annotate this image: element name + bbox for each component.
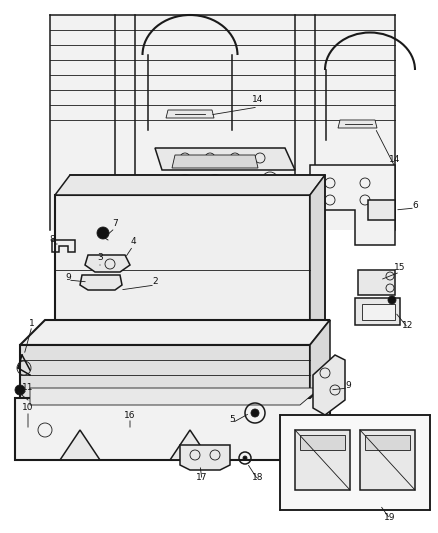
Text: 9: 9	[65, 273, 71, 282]
Circle shape	[97, 227, 109, 239]
Text: 10: 10	[22, 403, 34, 413]
Polygon shape	[155, 148, 295, 170]
Polygon shape	[60, 430, 100, 460]
Polygon shape	[20, 320, 330, 345]
Polygon shape	[360, 430, 415, 490]
Polygon shape	[80, 275, 122, 290]
Text: 12: 12	[403, 320, 413, 329]
Polygon shape	[365, 435, 410, 450]
Circle shape	[15, 385, 25, 395]
Circle shape	[243, 456, 247, 460]
Polygon shape	[310, 320, 330, 405]
Polygon shape	[300, 435, 345, 450]
Polygon shape	[50, 15, 395, 230]
Text: 11: 11	[22, 384, 34, 392]
Polygon shape	[338, 120, 377, 128]
Polygon shape	[310, 175, 325, 345]
Circle shape	[251, 409, 259, 417]
Text: 8: 8	[49, 236, 55, 245]
Polygon shape	[85, 255, 130, 272]
Text: 1: 1	[29, 319, 35, 327]
Polygon shape	[15, 378, 330, 460]
Polygon shape	[310, 165, 395, 245]
Text: 16: 16	[124, 410, 136, 419]
Text: 18: 18	[252, 473, 264, 482]
Polygon shape	[295, 430, 350, 490]
Polygon shape	[280, 415, 430, 510]
Text: 17: 17	[196, 473, 208, 482]
Text: 15: 15	[394, 263, 406, 272]
Polygon shape	[55, 195, 310, 345]
Polygon shape	[358, 270, 395, 295]
Text: 2: 2	[152, 278, 158, 287]
Polygon shape	[368, 200, 395, 220]
Text: 6: 6	[412, 200, 418, 209]
Polygon shape	[172, 155, 258, 168]
Polygon shape	[166, 110, 214, 118]
Polygon shape	[362, 304, 395, 320]
Polygon shape	[20, 345, 310, 405]
Polygon shape	[55, 175, 325, 195]
Text: 14: 14	[252, 95, 264, 104]
Text: 19: 19	[384, 513, 396, 521]
Polygon shape	[180, 445, 230, 470]
Polygon shape	[355, 298, 400, 325]
Text: 9: 9	[345, 381, 351, 390]
Text: 14: 14	[389, 156, 401, 165]
Text: 7: 7	[112, 219, 118, 228]
Circle shape	[388, 296, 396, 304]
Text: 4: 4	[130, 238, 136, 246]
Text: 3: 3	[97, 254, 103, 262]
Polygon shape	[170, 430, 210, 460]
Polygon shape	[30, 388, 320, 405]
Text: 5: 5	[229, 416, 235, 424]
Polygon shape	[313, 355, 345, 415]
